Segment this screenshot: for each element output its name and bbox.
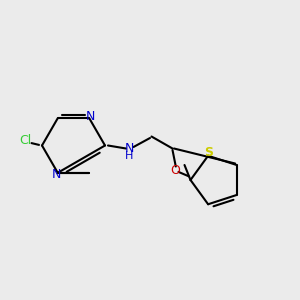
Text: N: N <box>52 168 61 181</box>
Text: N: N <box>86 110 95 123</box>
Text: Cl: Cl <box>20 134 32 148</box>
Text: H: H <box>125 151 133 161</box>
Text: S: S <box>204 146 213 159</box>
Text: N: N <box>124 142 134 155</box>
Text: O: O <box>171 164 180 178</box>
